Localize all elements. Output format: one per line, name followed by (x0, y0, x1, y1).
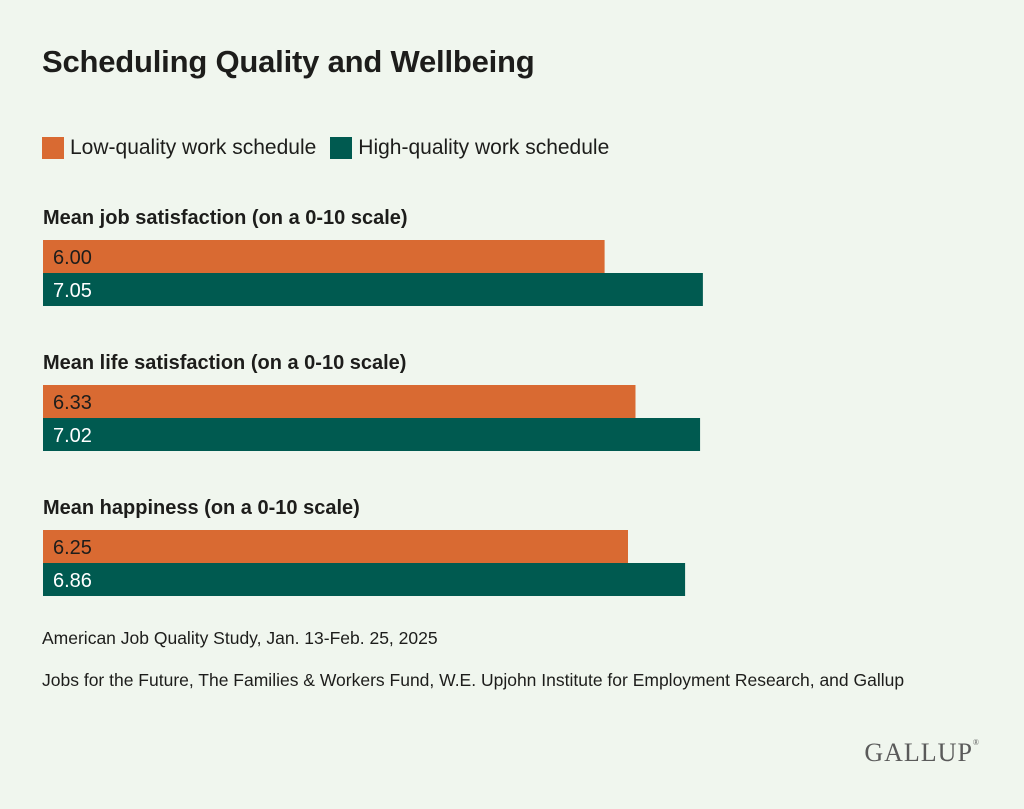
bar-low-quality (43, 530, 628, 563)
legend-label-high: High-quality work schedule (358, 136, 610, 159)
bar-value-label: 7.05 (53, 280, 92, 302)
category-title: Mean job satisfaction (on a 0-10 scale) (43, 207, 408, 229)
legend-item-low: Low-quality work schedule (42, 136, 316, 160)
bar-low-quality (43, 385, 636, 418)
bar-low-quality (43, 240, 605, 273)
logo-text: GALLUP (864, 738, 973, 767)
bar-chart: Mean job satisfaction (on a 0-10 scale) 6… (43, 207, 703, 596)
legend: Low-quality work schedule High-quality w… (42, 136, 623, 160)
bar-high-quality (43, 273, 703, 306)
bar-value-label: 7.02 (53, 425, 92, 447)
legend-item-high: High-quality work schedule (330, 136, 609, 160)
bar-value-label: 6.25 (53, 537, 92, 559)
category-title: Mean life satisfaction (on a 0-10 scale) (43, 352, 406, 374)
chart-title: Scheduling Quality and Wellbeing (42, 44, 535, 79)
logo-mark: ® (972, 738, 980, 747)
bar-high-quality (43, 563, 686, 596)
legend-swatch-low (42, 137, 64, 159)
bar-value-label: 6.00 (53, 247, 92, 269)
legend-label-low: Low-quality work schedule (70, 136, 317, 159)
legend-swatch-high (330, 137, 353, 159)
bar-high-quality (43, 418, 701, 451)
sources-note: Jobs for the Future, The Families & Work… (42, 670, 905, 690)
gallup-logo: GALLUP® (864, 738, 980, 768)
bar-value-label: 6.86 (53, 570, 92, 592)
bar-value-label: 6.33 (53, 392, 92, 414)
survey-note: American Job Quality Study, Jan. 13-Feb.… (42, 628, 438, 648)
category-title: Mean happiness (on a 0-10 scale) (43, 497, 360, 519)
